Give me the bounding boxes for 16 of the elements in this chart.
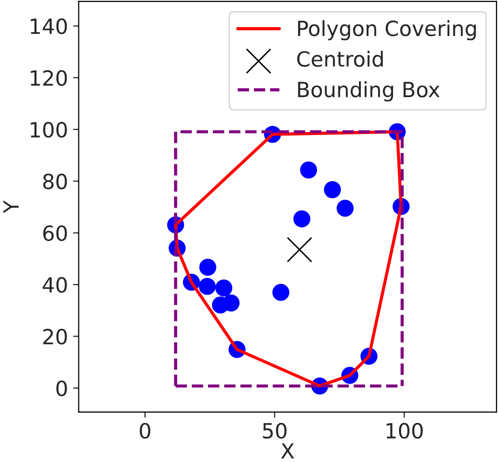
legend-label: Centroid [297,50,383,67]
y-tick-label: 40 [42,277,67,293]
y-tick-label: 60 [43,225,67,242]
legend-label: Bounding Box [298,81,440,102]
y-tick-label: 120 [30,70,67,86]
legend-label: Polygon Covering [298,20,476,40]
x-tick-label: 50 [262,422,287,439]
y-axis-title: Y [3,200,19,214]
y-tick-label: 140 [30,18,67,34]
y-tick-label: 100 [30,122,67,138]
x-tick-label: 0 [140,422,150,439]
y-tick-label: 20 [43,328,67,345]
x-axis-title: X [281,443,294,459]
y-tick-label: 0 [56,380,67,396]
y-tick-label: 80 [43,174,67,190]
x-tick-label: 100 [386,422,423,439]
